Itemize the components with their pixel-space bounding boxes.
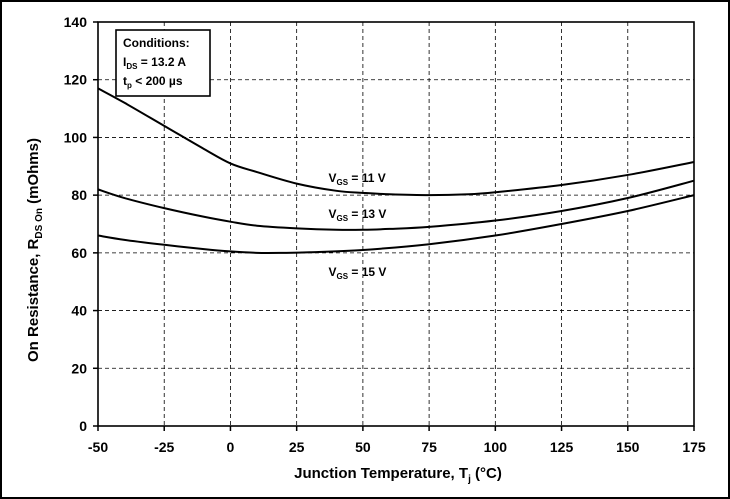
x-tick-label: 125 bbox=[550, 439, 574, 455]
y-tick-label: 20 bbox=[71, 360, 87, 376]
x-tick-label: 175 bbox=[682, 439, 706, 455]
series-label-1: VGS = 11 V bbox=[328, 171, 385, 187]
y-tick-label: 80 bbox=[71, 187, 87, 203]
series-line-1 bbox=[97, 87, 695, 197]
series-labels: VGS = 11 V VGS = 13 V VGS = 15 V bbox=[328, 171, 386, 281]
conditions-current: IDS = 13.2 A bbox=[123, 55, 186, 71]
y-tick-label: 60 bbox=[71, 245, 87, 261]
y-tick-label: 140 bbox=[64, 14, 88, 30]
series-label-2: VGS = 13 V bbox=[328, 207, 386, 223]
series-label-3: VGS = 15 V bbox=[328, 265, 386, 281]
series-line-3 bbox=[97, 194, 695, 254]
y-tick-label: 40 bbox=[71, 303, 87, 319]
series-line-2 bbox=[97, 179, 695, 231]
x-axis-title: Junction Temperature, Tj (°C) bbox=[294, 465, 502, 485]
grid bbox=[98, 22, 694, 426]
x-tick-label: 25 bbox=[289, 439, 305, 455]
x-tick-label: 0 bbox=[227, 439, 235, 455]
y-axis-title: On Resistance, RDS On (mOhms) bbox=[25, 138, 45, 362]
x-tick-label: -50 bbox=[88, 439, 108, 455]
y-tick-label: 0 bbox=[79, 418, 87, 434]
x-tick-label: 150 bbox=[616, 439, 640, 455]
x-tick-label: 50 bbox=[355, 439, 371, 455]
y-tick-label: 120 bbox=[64, 72, 88, 88]
x-tick-label: -25 bbox=[154, 439, 174, 455]
conditions-legend: Conditions: IDS = 13.2 A tp < 200 µs bbox=[115, 29, 211, 97]
y-tick-label: 100 bbox=[64, 129, 88, 145]
conditions-pulse: tp < 200 µs bbox=[123, 74, 183, 90]
x-tick-label: 100 bbox=[484, 439, 508, 455]
conditions-title: Conditions: bbox=[123, 36, 190, 50]
ticks: -50 -25 0 25 50 75 100 125 150 175 0 20 40 60 80 100 120… bbox=[64, 14, 706, 455]
conditions-box bbox=[115, 29, 211, 97]
series-lines bbox=[97, 87, 695, 254]
x-tick-label: 75 bbox=[421, 439, 437, 455]
plot-area bbox=[97, 21, 695, 427]
